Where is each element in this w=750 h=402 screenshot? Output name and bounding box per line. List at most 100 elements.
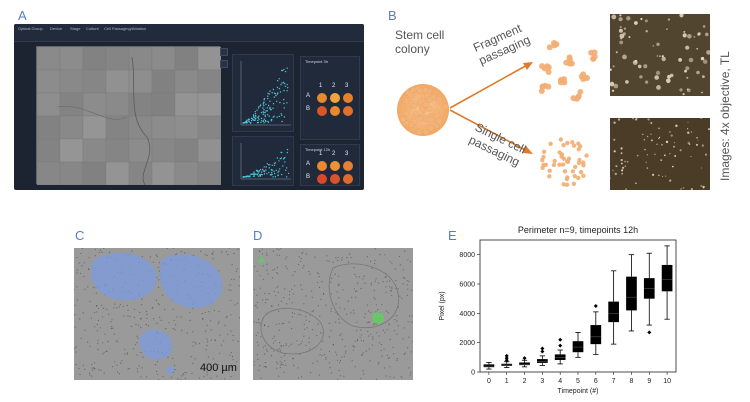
scatter-point: [266, 107, 268, 109]
cell-speck: [159, 316, 161, 318]
cell-speck: [347, 261, 349, 263]
cell-speck: [205, 330, 207, 332]
well[interactable]: [343, 174, 353, 184]
scatter-point: [250, 120, 253, 122]
cell-speck: [224, 324, 226, 327]
cell-speck: [312, 362, 314, 364]
single-cell: [547, 174, 552, 179]
cell-speck: [311, 296, 313, 299]
cell-speck: [93, 368, 95, 370]
cell-speck: [354, 340, 356, 342]
cell-speck: [353, 312, 355, 314]
cell-speck: [396, 315, 398, 317]
cell-speck: [157, 379, 160, 380]
cell-speck: [384, 332, 386, 334]
micrograph-speck: [634, 59, 638, 63]
well[interactable]: [317, 93, 327, 103]
micrograph-speck: [644, 19, 648, 23]
micrograph-speck: [645, 161, 647, 163]
cell-speck: [276, 272, 278, 274]
single-cell: [558, 137, 564, 142]
scatter-point: [263, 105, 265, 107]
cell-speck: [266, 269, 268, 271]
cell-speck: [192, 331, 194, 333]
cell-speck: [394, 268, 396, 270]
cell-speck: [254, 305, 256, 307]
cell-speck: [351, 296, 353, 298]
colony-cell: [422, 101, 429, 108]
well[interactable]: [317, 106, 327, 116]
well[interactable]: [317, 174, 327, 184]
box: [519, 362, 530, 366]
cell-speck: [286, 268, 288, 270]
tool-button[interactable]: [220, 60, 228, 68]
fragment-cell: [541, 65, 548, 72]
cell-speck: [175, 324, 177, 326]
cell-speck: [114, 303, 116, 305]
micrograph-speck: [688, 143, 691, 145]
scatter-point: [262, 113, 264, 116]
colony-cell: [416, 99, 424, 106]
cell-speck: [277, 291, 279, 294]
micrograph-speck: [646, 154, 649, 156]
tool-button[interactable]: [220, 48, 228, 56]
cell-speck: [357, 340, 359, 342]
well[interactable]: [343, 106, 353, 116]
well[interactable]: [343, 161, 353, 171]
cell-speck: [361, 354, 363, 356]
cell-speck: [106, 308, 108, 310]
microscope-tile: [197, 115, 221, 140]
cell-speck: [374, 280, 376, 282]
microscope-stitched-image[interactable]: [36, 46, 221, 185]
cell-speck: [389, 280, 391, 282]
micrograph-speck: [696, 70, 700, 75]
cell-speck: [82, 364, 85, 366]
screen-top-bar: Optical Group Device Stage Culture Cell …: [14, 24, 364, 42]
well[interactable]: [317, 161, 327, 171]
micrograph-speck: [619, 26, 622, 28]
cell-speck: [278, 323, 280, 325]
micrograph-speck: [650, 139, 653, 142]
well[interactable]: [343, 93, 353, 103]
cell-speck: [276, 287, 278, 289]
scatter-point: [278, 170, 280, 172]
micrograph-speck: [701, 91, 703, 94]
cell-speck: [328, 362, 330, 364]
well[interactable]: [330, 161, 340, 171]
cell-speck: [276, 254, 278, 256]
scatter-point: [268, 167, 271, 169]
cell-speck: [182, 373, 184, 375]
cell-speck: [393, 353, 395, 355]
cell-speck: [126, 352, 129, 354]
microscope-tile: [105, 138, 130, 163]
scatter-point: [254, 111, 256, 113]
cell-speck: [388, 357, 390, 359]
cell-speck: [408, 280, 410, 282]
cell-speck: [75, 364, 77, 366]
micrograph-speck: [609, 177, 611, 179]
scatter-point: [264, 111, 266, 114]
cell-speck: [386, 280, 388, 282]
cell-speck: [256, 354, 258, 356]
cell-speck: [204, 254, 206, 256]
cell-speck: [337, 359, 339, 361]
well[interactable]: [330, 93, 340, 103]
single-cell: [561, 143, 566, 148]
cell-speck: [258, 369, 260, 371]
cell-speck: [339, 334, 341, 336]
cell-speck: [264, 362, 266, 364]
scatter-point: [268, 115, 270, 117]
scatter-point: [276, 100, 278, 102]
box: [537, 359, 548, 363]
well[interactable]: [330, 174, 340, 184]
micrograph-speck: [679, 149, 682, 152]
cell-speck: [409, 260, 411, 263]
box: [483, 364, 495, 368]
cell-speck: [377, 309, 379, 311]
scatter-point: [283, 116, 286, 118]
cell-speck: [384, 254, 386, 256]
well[interactable]: [330, 106, 340, 116]
cell-speck: [155, 364, 157, 366]
plate-row-label: B: [306, 106, 311, 112]
micrograph-speck: [632, 117, 634, 120]
